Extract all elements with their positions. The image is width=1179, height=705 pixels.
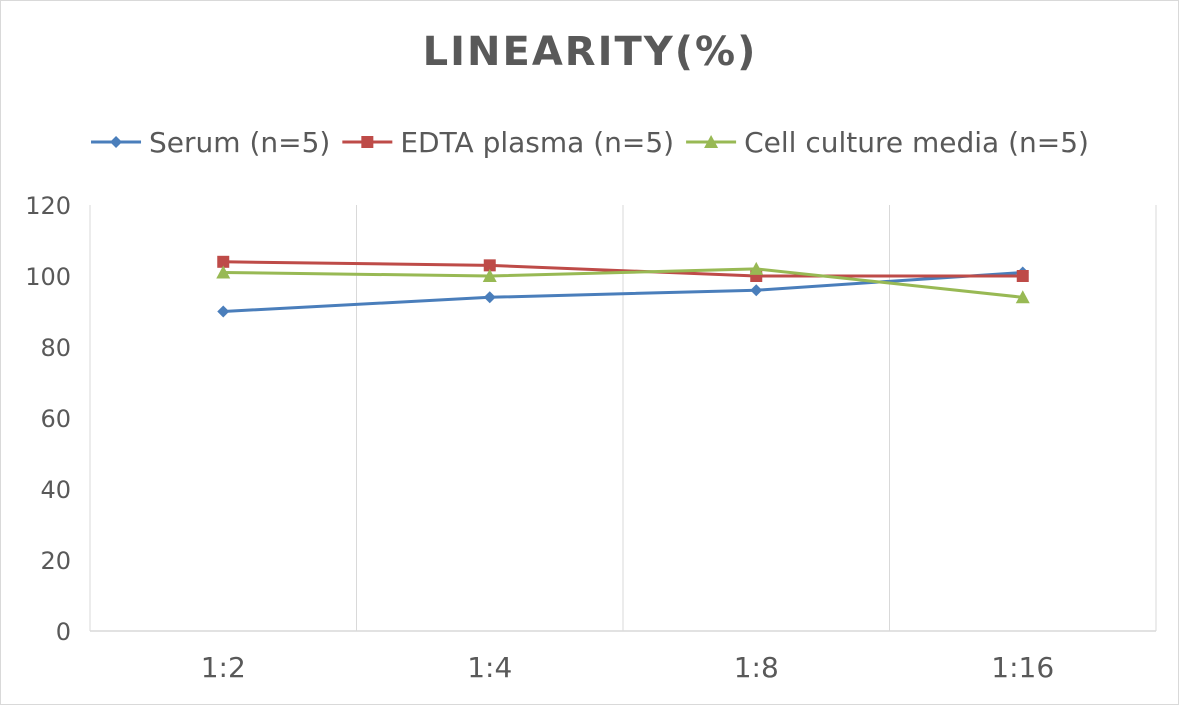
legend-marker [704, 135, 719, 148]
data-point [750, 284, 763, 297]
y-tick-label: 80 [40, 334, 71, 362]
data-point [216, 265, 231, 279]
x-tick-label: 1:4 [467, 651, 512, 684]
series-cell-culture-media-n-5 [216, 261, 1030, 304]
chart-series [216, 255, 1030, 318]
legend-label: Cell culture media (n=5) [744, 126, 1089, 159]
chart-axes: 0 20 40 60 80 100 120 1:2 1:4 1:8 1:16 [25, 192, 1156, 684]
legend-label: EDTA plasma (n=5) [400, 126, 674, 159]
data-point [483, 259, 496, 272]
data-point [483, 291, 496, 304]
series-line [223, 270, 1023, 313]
y-tick-label: 0 [56, 618, 71, 646]
data-point [482, 269, 497, 282]
legend-label: Serum (n=5) [149, 126, 330, 159]
data-point [217, 305, 230, 318]
data-point [217, 255, 230, 268]
legend-item-cell-culture-media-n-5: Cell culture media (n=5) [686, 126, 1089, 159]
x-tick-label: 1:16 [991, 651, 1054, 684]
chart-title: LINEARITY(%) [423, 29, 758, 75]
y-tick-label: 40 [40, 476, 71, 504]
y-tick-label: 60 [40, 405, 71, 433]
series-line [223, 260, 1023, 278]
data-point [1016, 270, 1029, 282]
legend-item-serum-n-5: Serum (n=5) [91, 126, 330, 159]
y-tick-label: 100 [25, 263, 71, 291]
legend-item-edta-plasma-n-5: EDTA plasma (n=5) [342, 126, 674, 159]
data-point [749, 261, 764, 275]
y-tick-label: 20 [40, 547, 71, 575]
chart-gridlines [89, 205, 1157, 631]
legend-marker [361, 136, 374, 148]
legend-marker [110, 136, 123, 148]
data-point [1015, 290, 1030, 304]
y-tick-label: 120 [25, 192, 71, 220]
chart-legend: Serum (n=5) EDTA plasma (n=5) Cell culture… [91, 126, 1089, 159]
x-tick-label: 1:8 [734, 651, 779, 684]
x-tick-label: 1:2 [201, 651, 246, 684]
series-line [223, 267, 1023, 299]
